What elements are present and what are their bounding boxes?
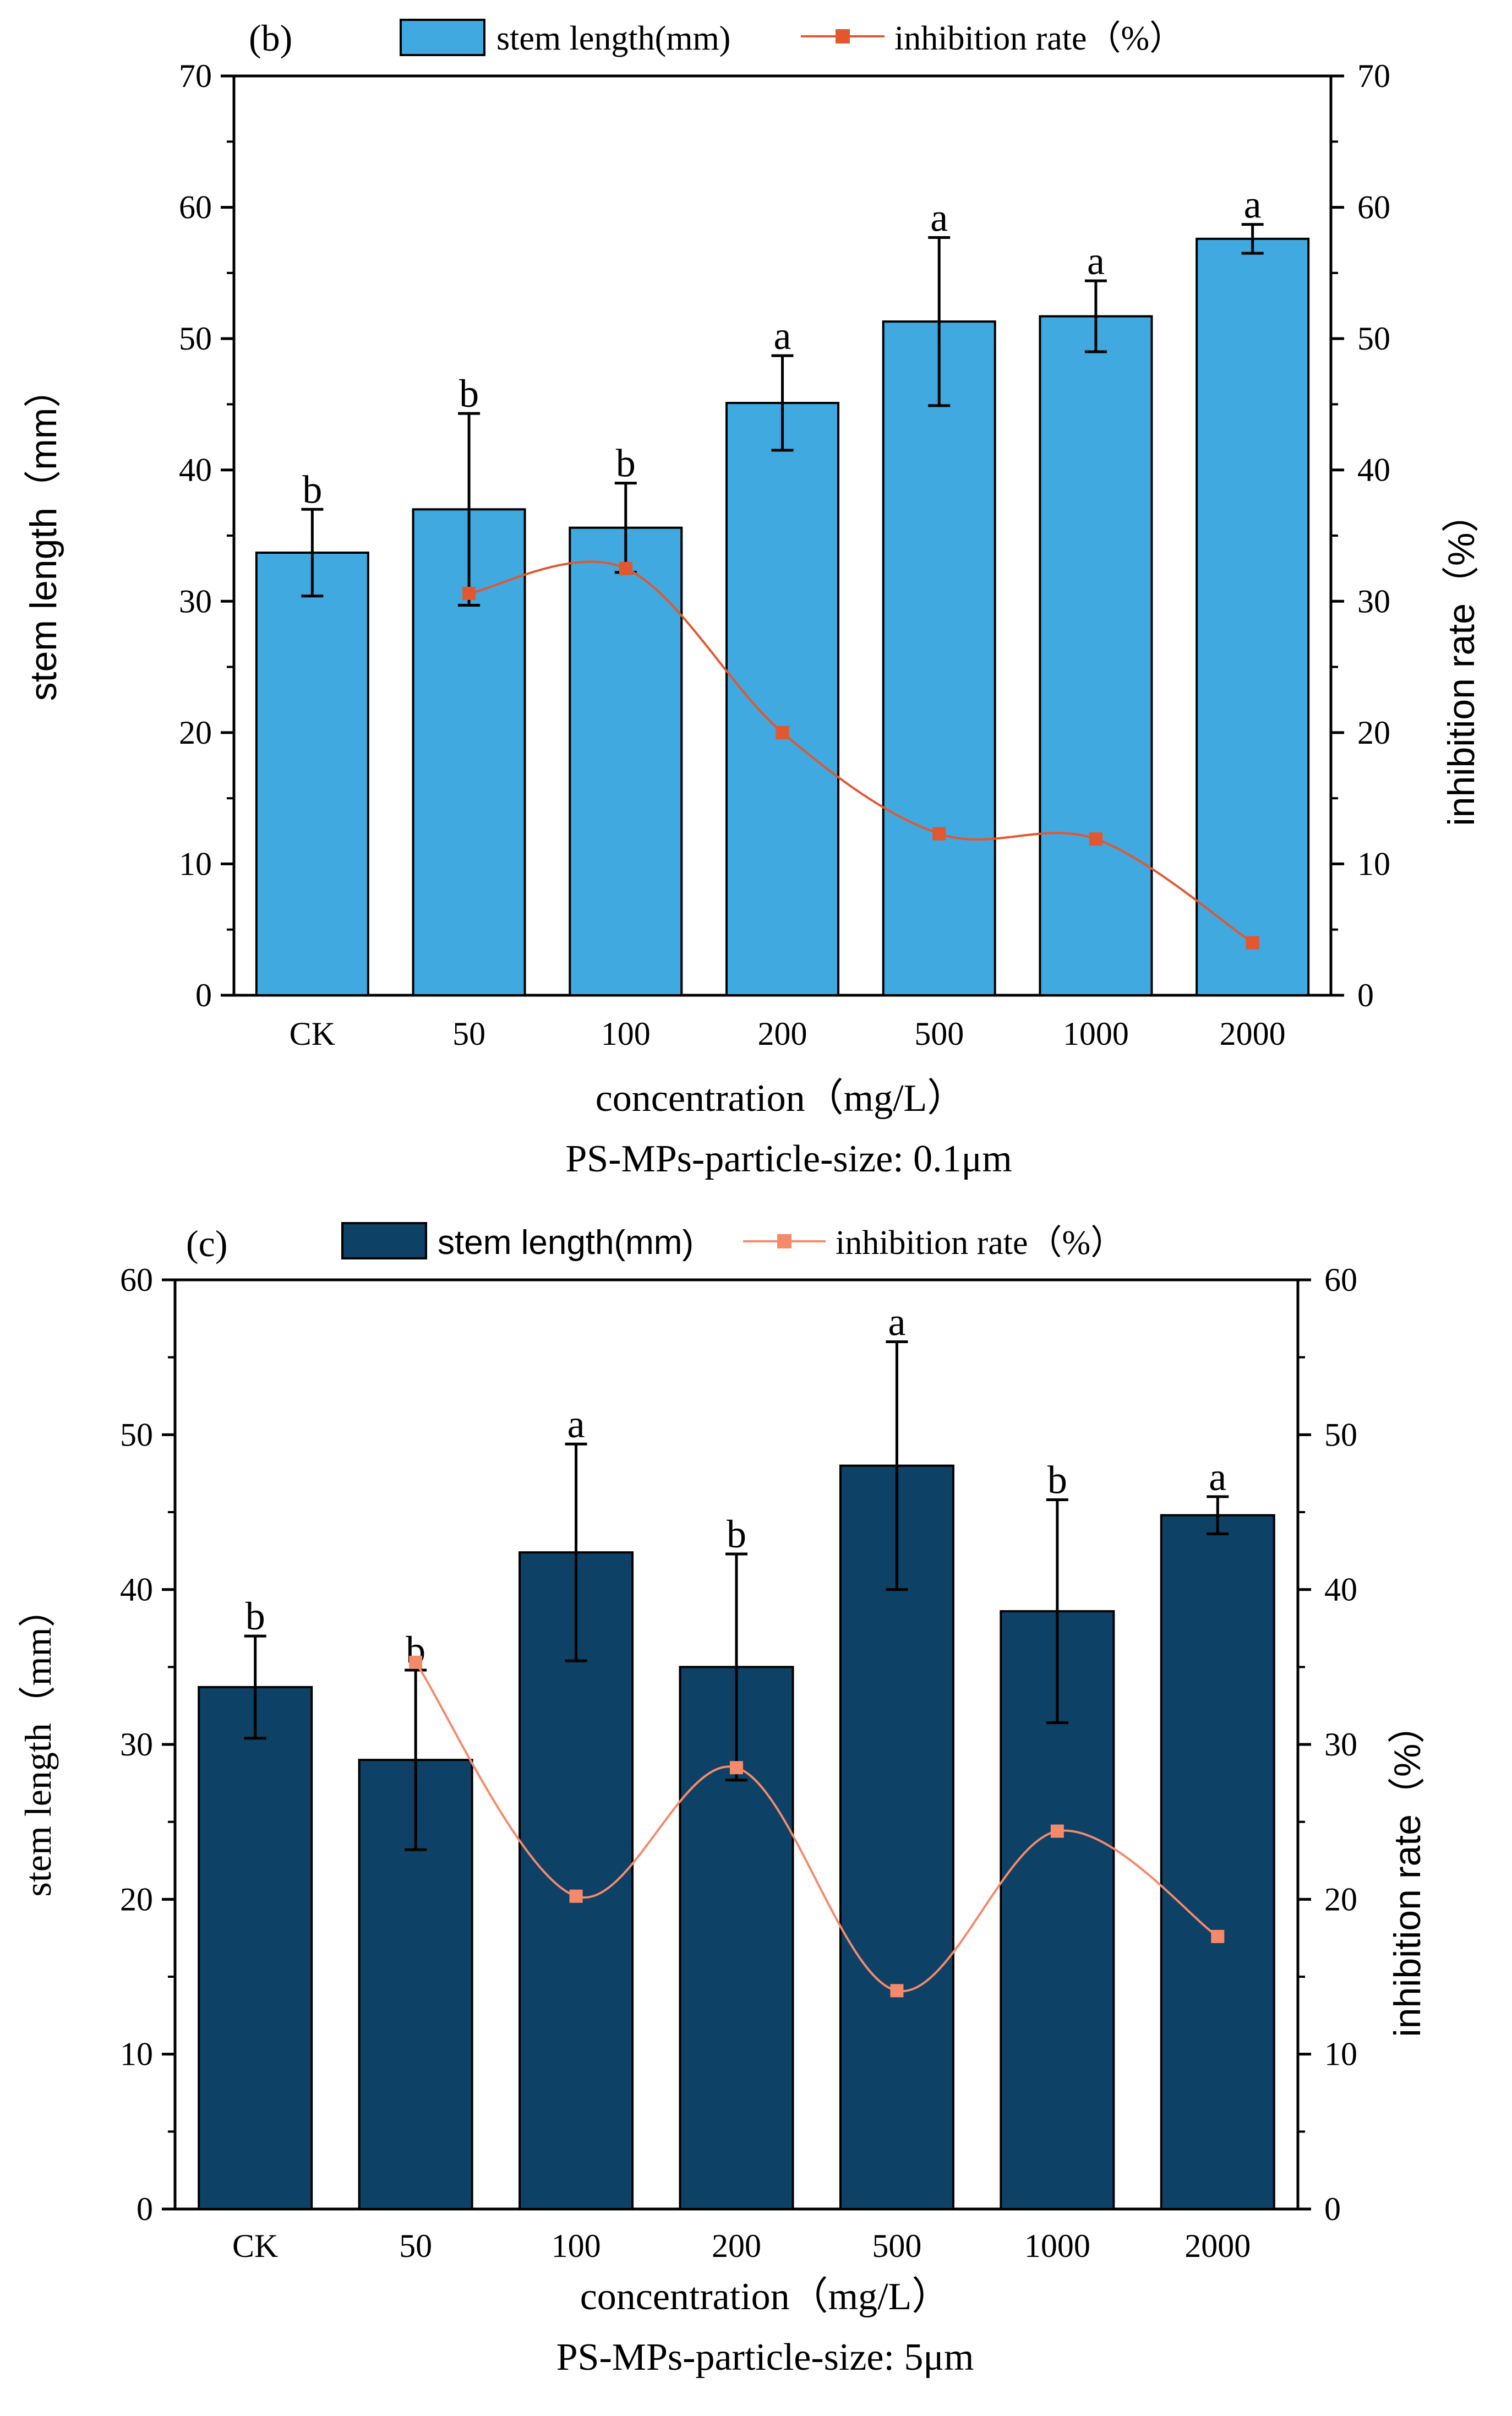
y-left-tick-label-50: 50: [120, 1416, 153, 1453]
inhibition-rate-marker-100: [569, 1889, 583, 1903]
x-tick-label-50: 50: [452, 1016, 485, 1052]
x-tick-label-2000: 2000: [1220, 1016, 1286, 1052]
x-tick-label-50: 50: [399, 2228, 432, 2264]
legend-line-marker: [777, 1234, 792, 1248]
significance-letter-50: b: [459, 372, 479, 416]
x-tick-label-100: 100: [601, 1016, 651, 1052]
y-left-tick-label-20: 20: [179, 715, 212, 751]
x-tick-label-1000: 1000: [1024, 2228, 1090, 2264]
legend-bar-swatch: [341, 1222, 427, 1259]
legend-line-marker: [836, 29, 850, 43]
y-left-tick-label-10: 10: [120, 2036, 153, 2073]
x-tick-label-2000: 2000: [1185, 2228, 1251, 2264]
bar-100: [569, 526, 683, 996]
y-left-tick-label-30: 30: [179, 583, 212, 619]
significance-letter-CK: b: [302, 467, 322, 511]
bar-2000: [1160, 1514, 1275, 2210]
y-left-tick-label-40: 40: [120, 1572, 153, 1608]
x-tick-label-500: 500: [914, 1016, 964, 1052]
x-tick-label-1000: 1000: [1063, 1016, 1129, 1052]
y-axis-right-label: inhibition rate（%）: [1387, 1706, 1428, 2037]
significance-letter-100: b: [616, 441, 636, 486]
significance-letter-2000: a: [1209, 1455, 1226, 1499]
x-axis-label: concentration（mg/L）: [580, 2276, 951, 2318]
significance-letter-500: a: [888, 1300, 905, 1344]
y-right-tick-label-40: 40: [1357, 452, 1390, 488]
y-left-tick-label-10: 10: [179, 846, 212, 882]
y-right-tick-label-30: 30: [1324, 1726, 1357, 1763]
y-left-tick-label-60: 60: [120, 1262, 153, 1298]
y-right-tick-label-50: 50: [1357, 320, 1390, 357]
inhibition-rate-marker-1000: [1089, 832, 1102, 846]
x-axis-label: concentration（mg/L）: [596, 1077, 966, 1120]
y-axis-right-label: inhibition rate（%）: [1440, 495, 1482, 826]
inhibition-rate-marker-500: [890, 1984, 904, 1998]
y-left-tick-label-50: 50: [179, 320, 212, 357]
bar-2000: [1196, 237, 1310, 996]
legend-bar-label: stem length(mm): [496, 20, 730, 57]
y-right-tick-label-60: 60: [1324, 1262, 1357, 1298]
x-tick-label-200: 200: [758, 1016, 807, 1052]
y-left-tick-label-0: 0: [137, 2191, 153, 2227]
y-right-tick-label-40: 40: [1324, 1572, 1357, 1608]
inhibition-rate-marker-50: [409, 1655, 423, 1669]
y-right-tick-label-70: 70: [1357, 58, 1390, 94]
y-axis-left-label: stem length（mm）: [23, 370, 64, 701]
significance-letter-200: a: [774, 314, 792, 358]
y-right-tick-label-0: 0: [1324, 2191, 1341, 2227]
bar-CK: [255, 552, 369, 996]
inhibition-rate-marker-2000: [1246, 936, 1259, 950]
legend-bar-label: stem length(mm): [438, 1224, 694, 1262]
bar-CK: [198, 1686, 313, 2211]
panel-label: (c): [186, 1223, 227, 1264]
inhibition-rate-marker-1000: [1050, 1824, 1064, 1838]
y-right-tick-label-60: 60: [1357, 189, 1390, 226]
chart-subtitle: PS-MPs-particle-size: 5μm: [556, 2336, 974, 2379]
legend-line-label: inhibition rate（%）: [836, 1224, 1125, 1262]
y-right-tick-label-30: 30: [1357, 583, 1390, 619]
y-left-tick-label-20: 20: [120, 1881, 153, 1917]
inhibition-rate-marker-200: [730, 1761, 743, 1775]
x-tick-label-200: 200: [712, 2228, 761, 2264]
x-tick-label-100: 100: [552, 2228, 601, 2264]
significance-letter-1000: a: [1087, 239, 1105, 283]
x-tick-label-CK: CK: [290, 1016, 335, 1052]
x-tick-label-CK: CK: [232, 2228, 278, 2264]
inhibition-rate-marker-2000: [1211, 1929, 1225, 1943]
chart-subtitle: PS-MPs-particle-size: 0.1μm: [565, 1138, 1012, 1180]
bar-200: [725, 402, 839, 996]
y-left-tick-label-60: 60: [179, 189, 212, 226]
legend-bar-swatch: [400, 19, 485, 56]
panel-label: (b): [249, 17, 292, 59]
y-right-tick-label-20: 20: [1324, 1881, 1357, 1917]
significance-letter-1000: b: [1047, 1458, 1067, 1502]
x-tick-label-500: 500: [872, 2228, 921, 2264]
y-right-tick-label-0: 0: [1357, 977, 1374, 1013]
inhibition-rate-marker-100: [619, 561, 632, 575]
significance-letter-500: a: [930, 195, 948, 239]
y-right-tick-label-20: 20: [1357, 715, 1390, 751]
y-left-tick-label-30: 30: [120, 1726, 153, 1763]
y-right-tick-label-50: 50: [1324, 1416, 1357, 1453]
significance-letter-CK: b: [245, 1594, 265, 1638]
inhibition-rate-marker-500: [932, 827, 946, 841]
significance-letter-200: b: [727, 1512, 746, 1556]
bar-1000: [1039, 315, 1153, 996]
y-left-tick-label-70: 70: [179, 58, 212, 94]
significance-letter-2000: a: [1244, 183, 1262, 227]
y-left-tick-label-0: 0: [195, 977, 212, 1013]
bar-500: [882, 320, 996, 997]
y-right-tick-label-10: 10: [1324, 2036, 1357, 2073]
inhibition-rate-marker-200: [776, 726, 789, 739]
y-axis-left-label: stem length（mm）: [17, 1590, 59, 1896]
y-right-tick-label-10: 10: [1357, 846, 1390, 882]
y-left-tick-label-40: 40: [179, 452, 212, 488]
inhibition-rate-line: [468, 560, 1253, 944]
inhibition-rate-marker-50: [462, 586, 476, 600]
legend-line-label: inhibition rate（%）: [894, 20, 1183, 57]
significance-letter-100: a: [567, 1402, 585, 1446]
